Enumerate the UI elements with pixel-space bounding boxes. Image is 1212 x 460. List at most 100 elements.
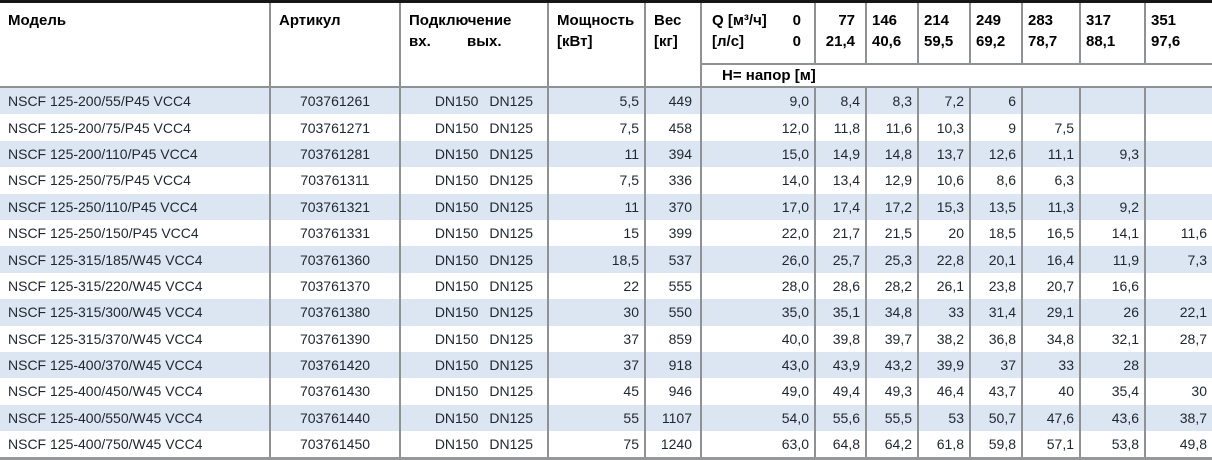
cell-dn-inlet: DN150 bbox=[434, 304, 479, 321]
cell-head-0: 28,0 bbox=[701, 272, 816, 300]
cell-head-4: 8,6 bbox=[970, 167, 1023, 194]
cell-dn-outlet: DN125 bbox=[489, 145, 533, 162]
col-header-flow: Q [м³/ч] 0 [л/с] 0 bbox=[701, 1, 816, 65]
cell-head-5 bbox=[1022, 87, 1081, 115]
cell-head-0: 49,0 bbox=[701, 378, 816, 405]
cell-dn-inlet: DN150 bbox=[434, 172, 479, 189]
cell-head-0: 54,0 bbox=[701, 404, 816, 432]
flow-ls-value: 88,1 bbox=[1086, 33, 1116, 50]
cell-head-5: 16,4 bbox=[1022, 246, 1081, 273]
flow-ls-zero: 0 bbox=[792, 33, 801, 50]
cell-model: NSCF 125-315/220/W45 VCC4 bbox=[0, 272, 271, 300]
table-row: NSCF 125-315/220/W45 VCC4 703761370 DN150 D… bbox=[0, 272, 1212, 300]
cell-power: 55 bbox=[548, 404, 646, 432]
cell-head-1: 64,8 bbox=[815, 431, 867, 459]
cell-head-0: 22,0 bbox=[701, 219, 816, 247]
table-row: NSCF 125-200/55/P45 VCC4 703761261 DN150 DN… bbox=[0, 87, 1212, 115]
cell-connection: DN150 DN125 bbox=[400, 299, 549, 326]
cell-model: NSCF 125-400/370/W45 VCC4 bbox=[0, 351, 271, 379]
power-label-line2: [кВт] bbox=[557, 33, 593, 50]
cell-head-7: 30 bbox=[1191, 383, 1207, 400]
cell-head-3: 46,4 bbox=[918, 378, 971, 405]
flow-m3h-value: 317 bbox=[1086, 12, 1112, 29]
cell-connection: DN150 DN125 bbox=[400, 431, 549, 459]
cell-head-4: 12,6 bbox=[970, 140, 1023, 168]
cell-article: 703761450 bbox=[270, 431, 401, 459]
cell-power: 37 bbox=[548, 351, 646, 379]
cell-power: 37 bbox=[548, 325, 646, 352]
flow-ls-value: 97,6 bbox=[1151, 33, 1181, 50]
cell-connection: DN150 DN125 bbox=[400, 193, 549, 220]
cell-head-2: 14,8 bbox=[866, 140, 919, 168]
cell-power: 15 bbox=[548, 219, 646, 247]
cell-dn-outlet: DN125 bbox=[489, 357, 533, 374]
cell-head-0: 12,0 bbox=[701, 114, 816, 141]
cell-dn-inlet: DN150 bbox=[434, 330, 479, 347]
cell-head-0: 40,0 bbox=[701, 325, 816, 352]
cell-head-6 bbox=[1080, 87, 1146, 115]
cell-head-5: 47,6 bbox=[1022, 404, 1081, 432]
cell-head-1: 35,1 bbox=[815, 299, 867, 326]
table-row: NSCF 125-250/110/P45 VCC4 703761321 DN150 D… bbox=[0, 193, 1212, 220]
col-header-flow-4: 249 69,2 bbox=[970, 1, 1023, 65]
table-row: NSCF 125-315/185/W45 VCC4 703761360 DN150 D… bbox=[0, 246, 1212, 273]
cell-head-6: 26 bbox=[1080, 299, 1146, 326]
cell-head-4: 37 bbox=[970, 351, 1023, 379]
cell-head-1: 11,8 bbox=[815, 114, 867, 141]
flow-m3h-zero: 0 bbox=[792, 12, 801, 29]
cell-head-1: 21,7 bbox=[815, 219, 867, 247]
cell-dn-inlet: DN150 bbox=[434, 119, 479, 136]
table-row: NSCF 125-315/300/W45 VCC4 703761380 DN150 D… bbox=[0, 299, 1212, 326]
table-row: NSCF 125-400/750/W45 VCC4 703761450 DN150 D… bbox=[0, 431, 1212, 459]
cell-head-5: 6,3 bbox=[1022, 167, 1081, 194]
cell-head-3: 26,1 bbox=[918, 272, 971, 300]
cell-connection: DN150 DN125 bbox=[400, 114, 549, 141]
cell-weight: 859 bbox=[645, 325, 702, 352]
cell-head-4: 13,5 bbox=[970, 193, 1023, 220]
cell-dn-outlet: DN125 bbox=[489, 198, 533, 215]
cell-head-0: 63,0 bbox=[701, 431, 816, 459]
table-row: NSCF 125-400/550/W45 VCC4 703761440 DN150 D… bbox=[0, 404, 1212, 432]
cell-weight: 370 bbox=[645, 193, 702, 220]
cell-head-3: 39,9 bbox=[918, 351, 971, 379]
cell-weight: 449 bbox=[645, 87, 702, 115]
cell-dn-outlet: DN125 bbox=[489, 251, 533, 268]
cell-dn-inlet: DN150 bbox=[434, 357, 479, 374]
table-row: NSCF 125-200/75/P45 VCC4 703761271 DN150 DN… bbox=[0, 114, 1212, 141]
cell-article: 703761271 bbox=[270, 114, 401, 141]
cell-connection: DN150 DN125 bbox=[400, 219, 549, 247]
connection-outlet-label: вых. bbox=[467, 33, 502, 50]
cell-power: 7,5 bbox=[548, 114, 646, 141]
cell-head-6: 53,8 bbox=[1080, 431, 1146, 459]
cell-head-6 bbox=[1080, 114, 1146, 141]
col-header-flow-3: 214 59,5 bbox=[918, 1, 971, 65]
cell-article: 703761370 bbox=[270, 272, 401, 300]
header-row-top: Модель Артикул Подключение вх. вых. Мощн… bbox=[0, 1, 1212, 88]
cell-dn-outlet: DN125 bbox=[489, 277, 533, 294]
cell-head-6: 43,6 bbox=[1080, 404, 1146, 432]
cell-dn-outlet: DN125 bbox=[489, 330, 533, 347]
col-header-flow-7: 351 97,6 bbox=[1145, 1, 1212, 65]
cell-article: 703761321 bbox=[270, 193, 401, 220]
cell-article: 703761311 bbox=[270, 167, 401, 194]
cell-head-7 bbox=[1145, 141, 1212, 167]
cell-model: NSCF 125-315/370/W45 VCC4 bbox=[0, 325, 271, 352]
cell-model: NSCF 125-400/450/W45 VCC4 bbox=[0, 378, 271, 405]
cell-article: 703761420 bbox=[270, 351, 401, 379]
cell-head-3: 15,3 bbox=[918, 193, 971, 220]
cell-power: 11 bbox=[548, 193, 646, 220]
cell-head-4: 59,8 bbox=[970, 431, 1023, 459]
cell-head-5: 29,1 bbox=[1022, 299, 1081, 326]
col-header-connection-label: Подключение bbox=[409, 12, 512, 29]
cell-head-6: 9,2 bbox=[1080, 193, 1146, 220]
cell-model: NSCF 125-200/75/P45 VCC4 bbox=[0, 114, 271, 141]
cell-connection: DN150 DN125 bbox=[400, 167, 549, 194]
cell-head-0: 43,0 bbox=[701, 351, 816, 379]
cell-model: NSCF 125-315/300/W45 VCC4 bbox=[0, 299, 271, 326]
cell-head-6 bbox=[1080, 167, 1146, 194]
col-header-weight: Вес [кг] bbox=[645, 1, 702, 88]
flow-ls-value: 59,5 bbox=[924, 33, 954, 50]
cell-head-4: 43,7 bbox=[970, 378, 1023, 405]
col-header-article-label: Артикул bbox=[279, 12, 341, 29]
cell-head-1: 14,9 bbox=[815, 140, 867, 168]
